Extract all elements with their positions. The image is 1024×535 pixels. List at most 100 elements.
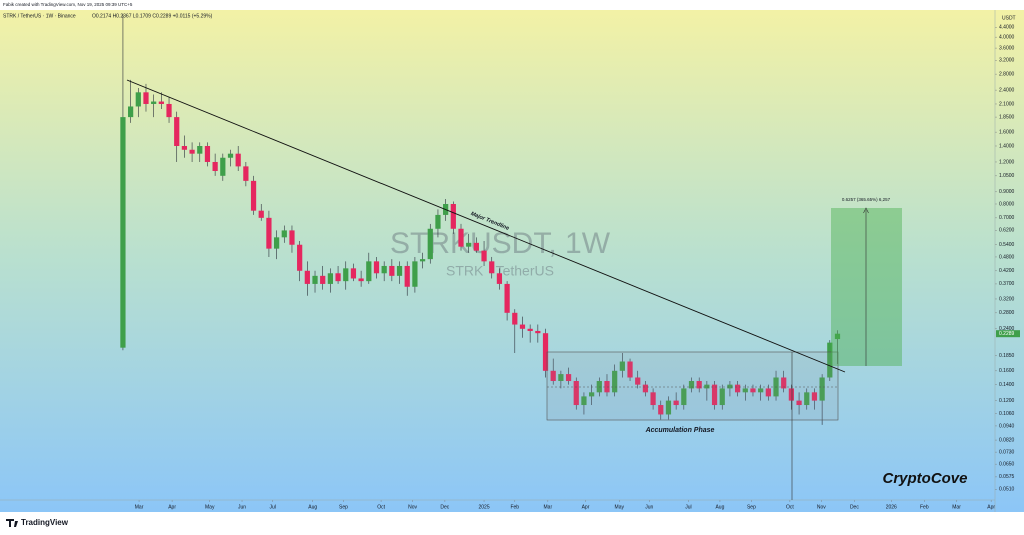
y-tick-label: 0.3200 <box>999 296 1015 302</box>
range-label: Accumulation Phase <box>645 427 715 434</box>
y-tick-label: 0.4200 <box>999 268 1015 274</box>
candle-body <box>696 381 702 389</box>
candle-body <box>758 388 764 393</box>
x-tick-label: Apr <box>168 504 176 510</box>
candle-body <box>335 273 341 282</box>
symbol-info: STRK / TetherUS · 1W · Binance <box>3 13 76 19</box>
x-tick-label: Jun <box>238 504 246 510</box>
candle-body <box>158 101 164 104</box>
candle-body <box>811 392 818 401</box>
candle-body <box>804 392 810 406</box>
candle-body <box>819 377 825 401</box>
x-tick-label: 2026 <box>886 504 897 510</box>
y-tick-label: 0.9000 <box>999 189 1015 195</box>
y-tick-label: 0.2400 <box>999 326 1015 332</box>
candle-body <box>489 261 495 274</box>
y-tick-label: 1.6000 <box>999 129 1015 135</box>
candle-body <box>734 384 741 393</box>
candle-body <box>212 161 218 171</box>
y-tick-label: 0.8000 <box>999 201 1015 207</box>
candle-body <box>727 384 733 389</box>
candle-body <box>665 400 672 415</box>
candle-body <box>258 210 264 218</box>
x-tick-label: Apr <box>582 504 590 510</box>
measure-arrow-head <box>863 207 869 214</box>
y-tick-label: 0.1850 <box>999 353 1015 359</box>
candle-body <box>573 381 579 406</box>
x-tick-label: May <box>615 504 625 510</box>
measure-box <box>831 208 902 366</box>
y-tick-label: 0.1060 <box>999 411 1015 417</box>
top-strip <box>0 0 1024 10</box>
candle-body <box>596 381 602 393</box>
last-price-label: 0.2289 <box>999 331 1015 337</box>
candle-body <box>535 330 541 334</box>
candle-body <box>427 228 433 260</box>
candle-body <box>496 273 503 284</box>
x-tick-label: Dec <box>850 504 859 510</box>
candle-body <box>512 312 518 325</box>
candle-body <box>704 384 710 389</box>
candle-body <box>635 377 641 385</box>
y-tick-label: 1.4000 <box>999 143 1015 149</box>
footer-brand: TradingView <box>21 518 69 527</box>
measure-label: 0.6257 (365.65%) 6,257 <box>842 197 891 202</box>
x-tick-label: Mar <box>135 504 144 510</box>
candle-body <box>542 333 549 371</box>
candle-body <box>327 273 333 284</box>
candle-body <box>143 92 149 104</box>
y-tick-label: 0.5400 <box>999 242 1015 248</box>
candle-body <box>366 261 372 282</box>
brand-label: CryptoCove <box>882 470 967 487</box>
candle-body <box>197 145 203 154</box>
y-tick-label: 0.2800 <box>999 310 1015 316</box>
candle-body <box>604 381 610 393</box>
candle-body <box>719 388 725 406</box>
candle-body <box>742 388 748 393</box>
trendline <box>126 79 846 373</box>
accumulation-box <box>546 351 839 421</box>
candle-body <box>135 92 141 107</box>
candle-body <box>320 275 326 284</box>
candle-body <box>711 384 718 406</box>
candle-body <box>235 153 241 167</box>
y-tick-label: 0.1600 <box>999 368 1015 374</box>
candle-body <box>396 265 403 276</box>
candle-body <box>389 265 395 276</box>
x-tick-label: May <box>205 504 215 510</box>
candle-body <box>458 228 464 247</box>
candle-body <box>243 166 249 181</box>
candle-body <box>519 324 526 329</box>
candle-body <box>504 283 510 313</box>
candle-body <box>350 268 357 279</box>
candle-body <box>435 214 441 229</box>
y-tick-label: 1.8500 <box>999 114 1015 120</box>
x-tick-label: Feb <box>510 504 519 510</box>
candle-body <box>619 361 625 371</box>
candle-body <box>834 333 841 340</box>
y-tick-label: 0.3700 <box>999 281 1015 287</box>
x-tick-label: Nov <box>408 504 417 510</box>
candle-body <box>227 153 234 158</box>
chart-background <box>0 0 1024 512</box>
last-price-tag <box>996 330 1020 338</box>
candle-body <box>297 244 303 271</box>
credit: Fabik created with TradingView.com, Nov … <box>3 2 133 7</box>
y-tick-label: 3.6000 <box>999 45 1015 51</box>
candle-body <box>412 261 418 287</box>
candle-body <box>250 180 257 211</box>
y-tick-label: 2.4000 <box>999 87 1015 93</box>
x-tick-label: Aug <box>308 504 317 510</box>
y-tick-label: 3.2000 <box>999 58 1015 64</box>
candle-body <box>750 388 756 393</box>
candle-body <box>466 242 472 247</box>
candle-body <box>166 103 172 118</box>
candle-body <box>688 381 695 389</box>
y-tick-label: 4.4000 <box>999 25 1015 31</box>
candle-body <box>450 203 456 229</box>
candle-body <box>204 145 211 162</box>
candle-body <box>558 374 564 382</box>
candle-body <box>581 396 587 406</box>
candle-body <box>312 275 318 284</box>
candle-body <box>189 149 195 154</box>
